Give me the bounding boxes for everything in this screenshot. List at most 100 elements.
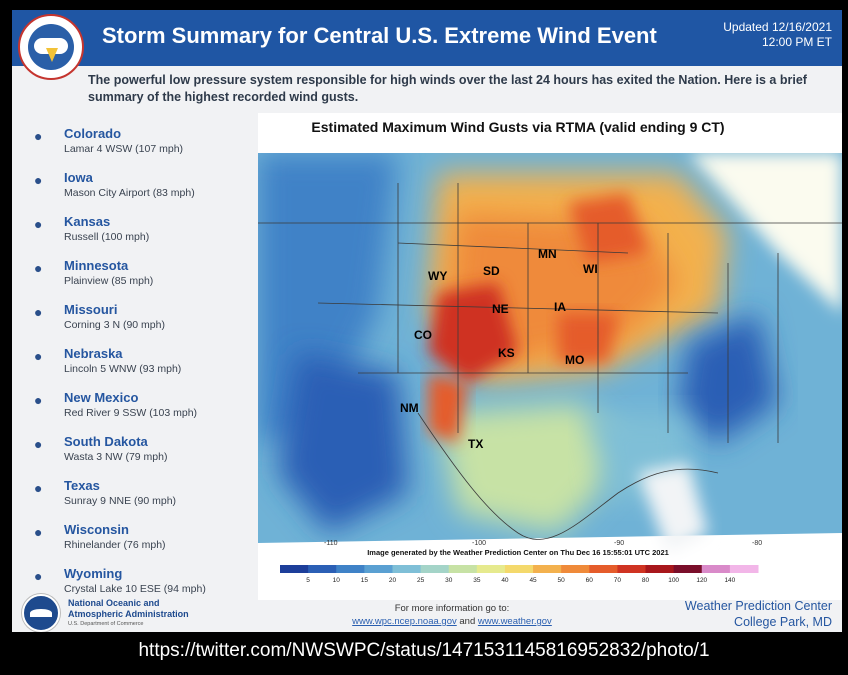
colorbar-tick-label: 140 xyxy=(724,577,735,584)
colorbar-segment xyxy=(589,565,618,573)
bullet-icon: ● xyxy=(34,436,43,452)
lon-label: -100 xyxy=(472,540,486,547)
list-item: ● Wisconsin Rhinelander (76 mph) xyxy=(32,520,252,564)
list-item: ● Nebraska Lincoln 5 WNW (93 mph) xyxy=(32,344,252,388)
colorbar-tick-label: 120 xyxy=(696,577,707,584)
list-item: ● New Mexico Red River 9 SSW (103 mph) xyxy=(32,388,252,432)
page-title: Storm Summary for Central U.S. Extreme W… xyxy=(102,23,657,48)
state-detail: Sunray 9 NNE (90 mph) xyxy=(64,495,177,507)
state-detail: Wasta 3 NW (79 mph) xyxy=(64,451,168,463)
state-detail: Corning 3 N (90 mph) xyxy=(64,319,165,331)
colorbar-tick-label: 100 xyxy=(668,577,679,584)
noaa-name-line: National Oceanic and xyxy=(68,598,160,608)
state-label: NM xyxy=(400,401,419,415)
colorbar-tick-label: 45 xyxy=(529,577,537,584)
list-item: ● Colorado Lamar 4 WSW (107 mph) xyxy=(32,124,252,168)
link-conjunction: and xyxy=(459,616,476,627)
colorbar-segment xyxy=(364,565,393,573)
bullet-icon: ● xyxy=(34,304,43,320)
map-credit: Image generated by the Weather Predictio… xyxy=(367,548,669,557)
colorbar-tick-label: 80 xyxy=(642,577,650,584)
noaa-name: National Oceanic and Atmospheric Adminis… xyxy=(68,598,189,620)
colorbar-tick-label: 70 xyxy=(614,577,622,584)
weather-gov-link[interactable]: www.weather.gov xyxy=(477,616,552,627)
state-label: WY xyxy=(428,269,447,283)
list-item: ● Wyoming Crystal Lake 10 ESE (94 mph) xyxy=(32,564,252,608)
colorbar-segment xyxy=(308,565,337,573)
more-info: For more information go to: www.wpc.ncep… xyxy=(312,602,592,628)
colorbar xyxy=(280,565,759,573)
header-banner xyxy=(12,10,842,66)
bullet-icon: ● xyxy=(34,172,43,188)
state-label: MO xyxy=(565,353,584,367)
state-label: WI xyxy=(583,262,598,276)
intro-text: The powerful low pressure system respons… xyxy=(88,73,807,104)
state-name: South Dakota xyxy=(64,434,148,449)
state-name: Texas xyxy=(64,478,100,493)
state-detail: Russell (100 mph) xyxy=(64,231,150,243)
state-name: Nebraska xyxy=(64,346,123,361)
state-label: KS xyxy=(498,346,515,360)
state-label: NE xyxy=(492,302,509,316)
more-info-label: For more information go to: xyxy=(394,603,510,614)
colorbar-tick-label: 30 xyxy=(445,577,453,584)
list-item: ● Missouri Corning 3 N (90 mph) xyxy=(32,300,252,344)
colorbar-tick-label: 5 xyxy=(306,577,310,584)
bullet-icon: ● xyxy=(34,128,43,144)
state-name: Missouri xyxy=(64,302,118,317)
bullet-icon: ● xyxy=(34,216,43,232)
wpc-location: College Park, MD xyxy=(734,615,832,629)
state-boundaries xyxy=(258,183,842,540)
bullet-icon: ● xyxy=(34,392,43,408)
wpc-link[interactable]: www.wpc.ncep.noaa.gov xyxy=(352,616,457,627)
wpc-name: Weather Prediction Center xyxy=(684,599,832,613)
colorbar-tick-label: 25 xyxy=(417,577,425,584)
state-label: IA xyxy=(554,300,566,314)
colorbar-segment xyxy=(561,565,590,573)
list-item: ● Texas Sunray 9 NNE (90 mph) xyxy=(32,476,252,520)
gust-field xyxy=(258,153,842,563)
colorbar-segment xyxy=(336,565,365,573)
state-detail: Plainview (85 mph) xyxy=(64,275,154,287)
list-item: ● South Dakota Wasta 3 NW (79 mph) xyxy=(32,432,252,476)
state-detail: Mason City Airport (83 mph) xyxy=(64,187,195,199)
noaa-logo xyxy=(22,594,60,632)
state-label: SD xyxy=(483,264,500,278)
colorbar-labels: 5 10 15 20 25 30 35 40 45 50 60 70 80 100 120 140 xyxy=(306,577,735,584)
lon-label: -90 xyxy=(614,540,624,547)
slide: Storm Summary for Central U.S. Extreme W… xyxy=(12,10,842,632)
state-detail: Lamar 4 WSW (107 mph) xyxy=(64,143,184,155)
map-title: Estimated Maximum Wind Gusts via RTMA (v… xyxy=(311,119,725,135)
colorbar-segment xyxy=(645,565,675,573)
state-name: Wyoming xyxy=(64,566,123,581)
state-gust-list: ● Colorado Lamar 4 WSW (107 mph) ● Iowa Maso… xyxy=(32,124,252,608)
nws-bolt-icon xyxy=(46,48,58,62)
longitude-labels: -110 -100 -90 -80 xyxy=(324,540,762,547)
map-graphic: WY SD MN WI NE IA CO KS MO NM TX -110 -1… xyxy=(258,117,842,584)
colorbar-segment xyxy=(280,565,309,573)
state-detail: Lincoln 5 WNW (93 mph) xyxy=(64,363,182,375)
colorbar-segment xyxy=(729,565,759,573)
colorbar-segment xyxy=(448,565,478,573)
noaa-dept: U.S. Department of Commerce xyxy=(68,621,144,627)
colorbar-tick-label: 35 xyxy=(473,577,481,584)
state-name: Kansas xyxy=(64,214,111,229)
state-detail: Crystal Lake 10 ESE (94 mph) xyxy=(64,583,206,595)
colorbar-segment xyxy=(392,565,422,573)
state-detail: Rhinelander (76 mph) xyxy=(64,539,166,551)
state-labels: WY SD MN WI NE IA CO KS MO NM TX xyxy=(400,247,598,451)
bullet-icon: ● xyxy=(34,568,43,584)
updated-stamp: Updated 12/16/2021 12:00 PM ET xyxy=(723,20,832,50)
state-name: Wisconsin xyxy=(64,522,129,537)
state-label: MN xyxy=(538,247,557,261)
list-item: ● Iowa Mason City Airport (83 mph) xyxy=(32,168,252,212)
state-name: New Mexico xyxy=(64,390,139,405)
lon-label: -110 xyxy=(324,540,338,547)
colorbar-segment xyxy=(673,565,703,573)
colorbar-segment xyxy=(504,565,534,573)
bullet-icon: ● xyxy=(34,348,43,364)
state-detail: Red River 9 SSW (103 mph) xyxy=(64,407,198,419)
bullet-icon: ● xyxy=(34,480,43,496)
state-name: Colorado xyxy=(64,126,122,141)
list-item: ● Minnesota Plainview (85 mph) xyxy=(32,256,252,300)
